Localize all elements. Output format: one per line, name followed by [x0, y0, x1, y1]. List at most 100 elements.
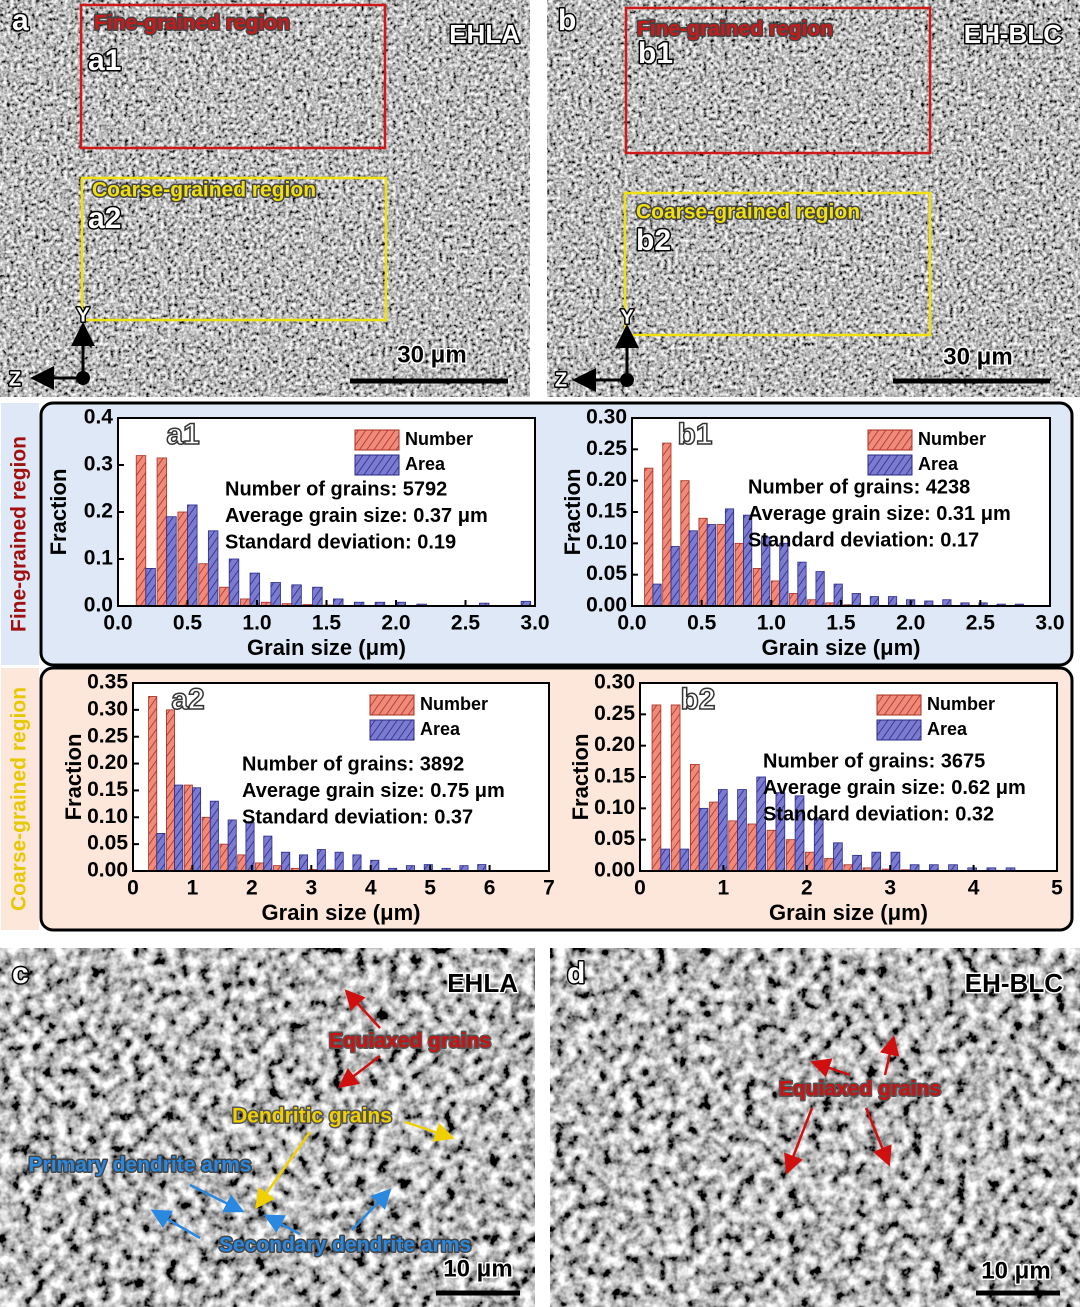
bar — [770, 580, 781, 607]
legend-swatch — [369, 694, 415, 716]
y-tick-label: 0.20 — [586, 468, 627, 491]
x-tick-label: 3 — [305, 877, 317, 900]
axis-origin — [76, 371, 90, 385]
bar — [165, 709, 175, 872]
bar — [680, 480, 690, 607]
axis-name: Z — [9, 368, 21, 390]
region-title: Coarse-grained region — [92, 179, 316, 202]
histogram: 0.00 0.05 0.10 0.15 0.20 0.25 0.30 0.35 0 1 2 3 4 5 6 7… — [61, 671, 555, 925]
x-tick-label: 0 — [634, 877, 646, 900]
chart-title: a1 — [166, 418, 199, 451]
bar — [890, 851, 901, 872]
arrow — [864, 1107, 892, 1167]
row-label: Coarse-grained region — [8, 687, 31, 911]
histogram: 0.0 0.1 0.2 0.3 0.4 0.0 0.5 1.0 1.5 2.0 2.5 3.0 Grai… — [46, 406, 550, 660]
y-tick-label: 0.30 — [87, 697, 128, 720]
region-id: b1 — [638, 37, 673, 70]
bar — [797, 561, 807, 607]
bar — [209, 800, 219, 872]
annotation: Standard deviation: 0.32 — [763, 803, 994, 825]
bar — [219, 586, 230, 607]
arrow — [189, 1183, 245, 1213]
x-axis-label: Grain size (μm) — [769, 900, 928, 925]
y-tick-label: 0.05 — [586, 562, 627, 585]
arrow — [263, 1214, 301, 1236]
legend-label: Area — [927, 719, 968, 739]
bar — [698, 517, 708, 607]
bar — [869, 596, 879, 607]
bar — [706, 524, 716, 607]
y-tick-label: 0.35 — [87, 671, 128, 694]
y-tick-label: 0.10 — [594, 796, 635, 819]
bar — [148, 696, 158, 872]
panel-letter: b — [558, 4, 576, 37]
legend-label: Number — [927, 694, 995, 714]
panel-letter: a — [12, 4, 29, 37]
bar — [198, 563, 209, 607]
bar — [298, 854, 309, 872]
annotation: Average grain size: 0.75 μm — [242, 780, 505, 802]
region-id: b2 — [636, 224, 671, 257]
y-tick-label: 0.0 — [84, 594, 113, 617]
annotation: Equiaxed grains — [329, 1030, 491, 1053]
process-label: EH-BLC — [964, 19, 1062, 49]
annotation: Dendritic grains — [232, 1105, 392, 1128]
y-tick-label: 0.25 — [586, 437, 627, 460]
bar — [156, 457, 168, 607]
x-tick-label: 2.5 — [451, 612, 481, 635]
axis-name: Y — [76, 304, 90, 326]
bar — [177, 511, 188, 607]
legend-swatch — [354, 454, 400, 476]
annotation: Average grain size: 0.62 μm — [763, 777, 1026, 799]
annotation: Average grain size: 0.31 μm — [748, 503, 1011, 525]
annotation: Primary dendrite arms — [29, 1154, 252, 1177]
y-tick-label: 0.25 — [87, 724, 128, 747]
bar — [747, 823, 758, 872]
axis-name: Y — [620, 306, 634, 328]
bar — [135, 455, 147, 607]
panel-letter: c — [12, 957, 29, 990]
bar — [717, 789, 728, 872]
bar — [228, 558, 240, 607]
bar — [192, 787, 202, 872]
chart-title: b2 — [680, 683, 715, 716]
bar — [651, 704, 662, 872]
x-tick-label: 6 — [484, 877, 496, 900]
micrograph-d: d EH-BLC Equiaxed grains 10 μm — [550, 948, 1080, 1307]
bar — [670, 704, 681, 872]
bar — [333, 598, 344, 607]
bar — [312, 586, 323, 607]
legend-swatch — [876, 719, 922, 741]
histogram: 0.00 0.05 0.10 0.15 0.20 0.25 0.30 0 1 2 3 4 5 Grain … — [568, 671, 1063, 925]
bar — [698, 807, 709, 872]
legend-label: Number — [420, 694, 488, 714]
legend-swatch — [369, 719, 415, 741]
bar — [679, 848, 690, 872]
arrow — [338, 1055, 381, 1089]
bar — [652, 583, 662, 607]
x-tick-label: 0 — [127, 877, 139, 900]
y-axis-label: Fraction — [61, 734, 86, 821]
process-label: EHLA — [449, 19, 520, 49]
legend-label: Number — [405, 429, 473, 449]
bar — [187, 504, 198, 607]
y-tick-label: 0.30 — [586, 406, 627, 429]
x-tick-label: 7 — [543, 877, 555, 900]
legend-swatch — [876, 694, 922, 716]
x-tick-label: 0.0 — [103, 612, 132, 635]
bar — [183, 784, 193, 872]
legend-label: Area — [420, 719, 461, 739]
y-tick-label: 0.1 — [84, 547, 114, 570]
bar — [334, 851, 344, 872]
y-tick-label: 0.10 — [586, 531, 627, 554]
x-tick-label: 2 — [801, 877, 813, 900]
legend-swatch — [867, 454, 913, 476]
bar — [871, 851, 882, 872]
scale-label: 30 μm — [397, 341, 466, 368]
x-tick-label: 1 — [187, 877, 199, 900]
x-tick-label: 3.0 — [1035, 612, 1064, 635]
bar — [728, 820, 738, 872]
legend-label: Area — [405, 454, 446, 474]
x-tick-label: 1.0 — [242, 612, 271, 635]
